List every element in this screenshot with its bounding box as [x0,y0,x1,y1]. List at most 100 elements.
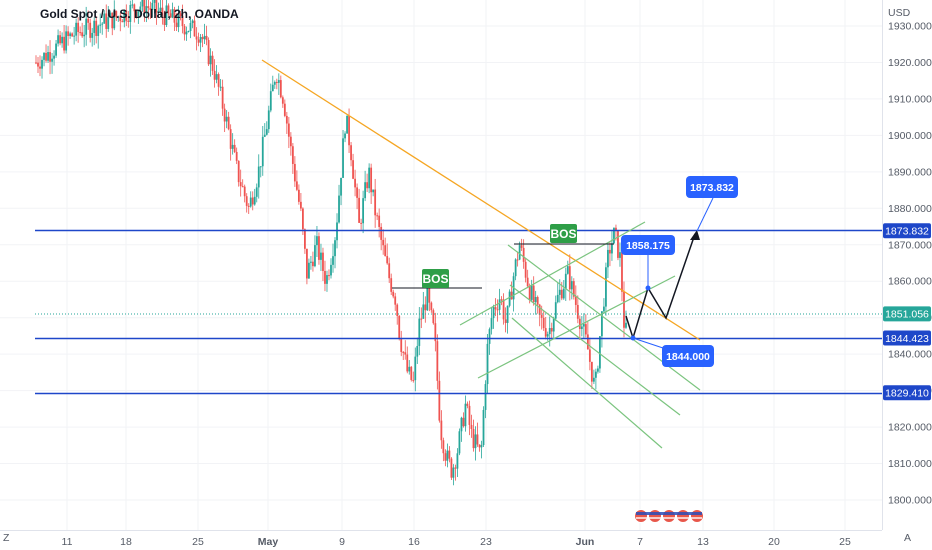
candlestick-series [35,0,627,486]
candle-body [416,345,419,357]
candle-body [81,32,84,37]
candle-body [241,186,244,188]
candle-body [65,31,68,51]
candle-body [310,261,312,263]
candle-body [388,263,391,279]
candle-body [75,22,78,36]
candle-body [302,208,304,230]
auto-scale-right-button[interactable]: A [904,532,911,544]
candle-body [87,18,90,23]
candle-body [446,450,449,461]
candle-body [161,7,164,16]
candle-body [153,0,156,3]
y-tick-label: 1860.000 [888,276,932,288]
candle-body [308,262,310,279]
candle-body [187,31,190,33]
candle-body [177,13,180,28]
candle-body [430,302,433,311]
candle-body [145,6,148,14]
bos-label-1[interactable]: BOS [422,269,449,288]
y-tick-label: 1910.000 [888,93,932,105]
x-tick-label: 11 [62,536,73,548]
candle-body [520,245,523,248]
candle-body [580,326,583,329]
candle-body [69,33,72,37]
price-axis[interactable]: 1800.0001810.0001820.0001830.0001840.000… [888,21,932,507]
candle-body [432,310,435,324]
candle-body [444,453,447,461]
level-badge-2-text: 1829.410 [885,388,929,400]
x-tick-label: Jun [576,536,595,548]
candle-body [299,201,302,209]
candle-body [271,84,274,92]
candle-body [79,32,82,34]
callout-1873[interactable]: 1873.832 [686,176,738,198]
candle-body [498,299,501,310]
candle-body [424,304,427,311]
candle-body [169,13,172,18]
candle-body [352,160,354,179]
candle-body [484,384,487,410]
candle-body [619,252,621,258]
candle-body [45,52,47,61]
candle-body [482,409,485,446]
descending-trendline[interactable] [261,59,701,341]
candle-body [91,32,94,38]
projection-arrow-head [690,230,700,240]
candle-body [522,247,525,262]
candle-body [263,134,266,137]
candle-body [438,380,441,421]
candle-body [318,236,320,260]
candle-body [470,424,473,430]
candle-body [486,343,489,385]
callout-leader-1844 [632,337,667,350]
candle-body [456,453,459,469]
y-tick-label: 1880.000 [888,203,932,215]
candle-body [55,43,57,56]
candle-body [199,36,202,43]
economic-events-icons[interactable] [634,509,704,523]
candle-body [594,371,597,378]
candle-body [143,0,146,14]
candle-body [536,296,539,305]
candle-body [354,178,356,188]
candle-body [277,80,280,83]
y-tick-label: 1900.000 [888,130,932,142]
candle-body [408,366,411,372]
candle-body [426,287,429,311]
candle-body [93,20,96,33]
us-flag-event-icon [634,509,648,523]
callout-1844[interactable]: 1844.000 [662,345,714,367]
chart-grid [0,0,882,530]
candle-body [203,35,206,40]
bos-label-2[interactable]: BOS [550,224,577,243]
candle-body [211,55,214,71]
candle-body [113,11,116,29]
candle-body [157,10,160,13]
candle-body [458,431,461,454]
green-channel-lines[interactable] [459,221,701,449]
candle-body [607,249,609,268]
candle-body [259,166,262,168]
candle-body [621,252,623,292]
candle-body [516,259,519,261]
candle-body [197,39,200,43]
candle-body [257,166,260,188]
candle-body [73,35,76,37]
auto-scale-left-button[interactable]: Z [3,532,10,544]
candle-body [179,13,182,17]
candle-body [500,299,503,301]
level-badge-1 [883,330,931,346]
time-axis[interactable]: 11 18 25 May 9 16 23 Jun 7 13 20 25 [62,536,851,548]
x-tick-label: 18 [120,536,132,548]
svg-text:1844.000: 1844.000 [666,351,710,363]
candle-body [372,189,375,193]
candle-body [548,328,551,335]
candle-body [570,281,573,290]
candle-body [47,52,49,61]
chart-drawings: BOS BOS 1873.832 1858.175 1844.000 [35,59,882,523]
callout-1858[interactable]: 1858.175 [621,235,675,255]
candle-body [454,467,457,469]
candle-body [370,167,373,193]
